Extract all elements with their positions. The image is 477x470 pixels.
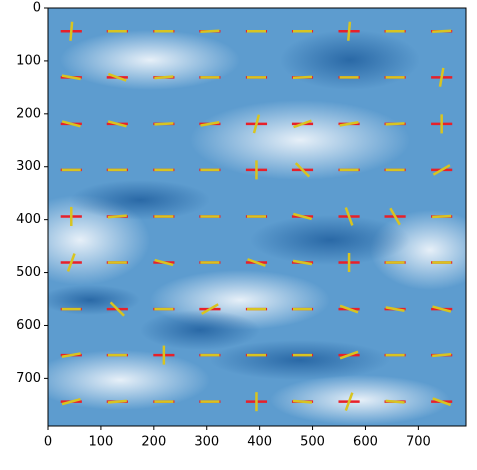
y-tick-label: 500 — [16, 265, 41, 280]
x-tick-label: 100 — [88, 435, 113, 450]
direction-line — [154, 123, 173, 124]
direction-line — [348, 22, 350, 41]
direction-line — [70, 22, 72, 41]
y-tick-label: 700 — [16, 371, 41, 386]
y-tick-label: 0 — [33, 1, 41, 16]
direction-line — [432, 31, 451, 32]
y-tick-label: 300 — [16, 159, 41, 174]
y-tick-label: 100 — [16, 53, 41, 68]
direction-line — [293, 77, 312, 78]
direction-line — [293, 401, 312, 403]
direction-line — [386, 123, 405, 124]
x-tick-label: 400 — [247, 435, 272, 450]
direction-line — [386, 401, 405, 403]
direction-line — [432, 216, 451, 217]
direction-line — [108, 216, 127, 218]
direction-line — [432, 354, 451, 356]
y-tick-label: 200 — [16, 106, 41, 121]
direction-line — [200, 31, 219, 32]
x-tick-label: 200 — [141, 435, 166, 450]
direction-line — [108, 401, 127, 403]
x-tick-label: 300 — [194, 435, 219, 450]
y-tick-label: 400 — [16, 212, 41, 227]
chart: 0 100 200 300 400 500 600 700 0 100 200 300 400 500 60… — [0, 0, 477, 470]
x-tick-label: 0 — [44, 435, 52, 450]
direction-line — [154, 76, 173, 78]
x-tick-label: 600 — [353, 435, 378, 450]
x-tick-label: 700 — [406, 435, 431, 450]
y-tick-label: 600 — [16, 318, 41, 333]
x-tick-label: 500 — [300, 435, 325, 450]
